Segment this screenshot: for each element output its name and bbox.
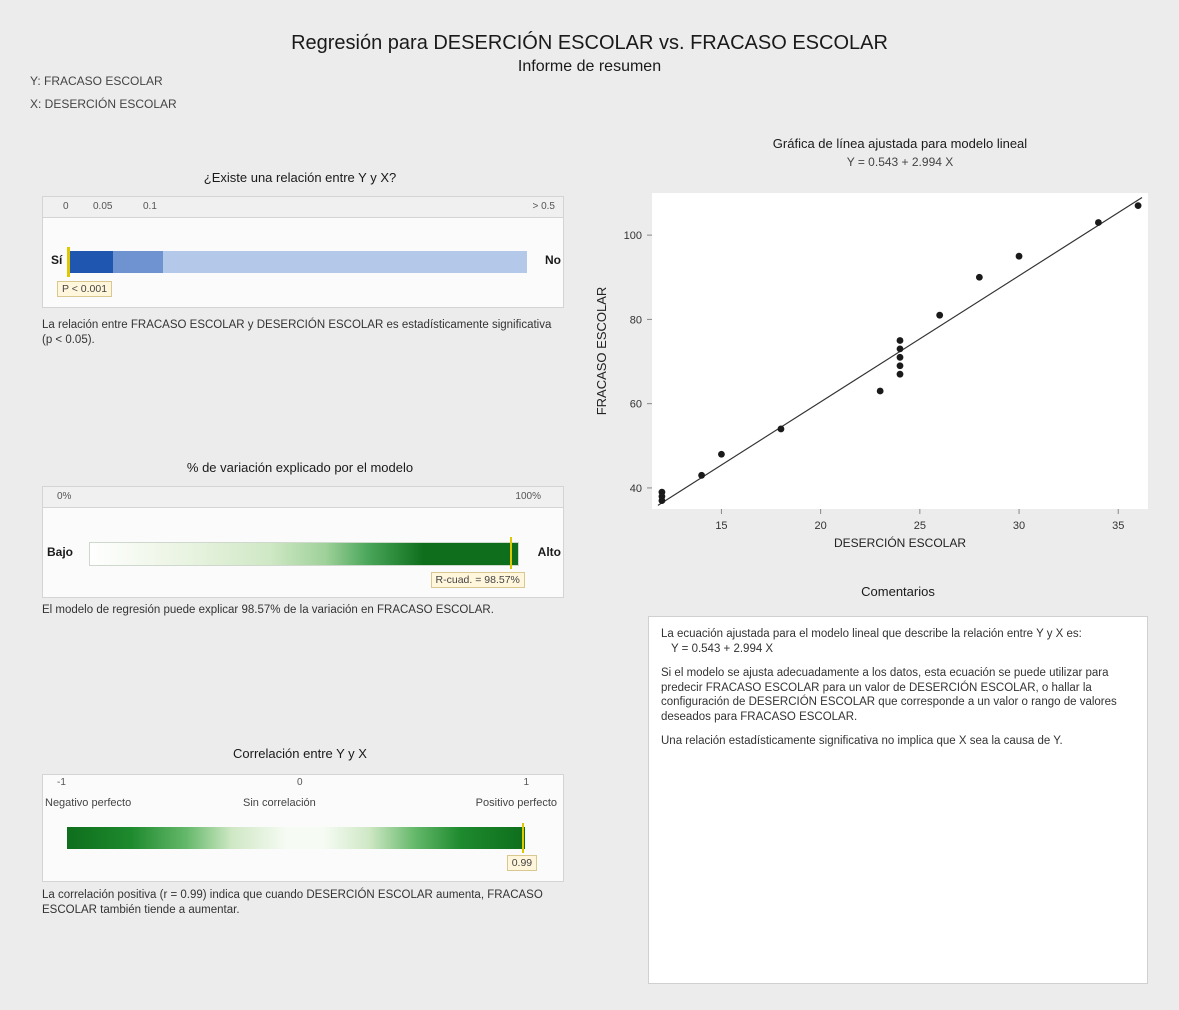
- comments-paragraph: La ecuación ajustada para el modelo line…: [661, 627, 1135, 656]
- pvalue-bar: [67, 247, 527, 277]
- rsq-marker: [509, 537, 512, 569]
- r-marker: [521, 823, 524, 853]
- comments-title: Comentarios: [861, 584, 935, 599]
- variation-description: El modelo de regresión puede explicar 98…: [42, 604, 494, 616]
- y-axis-label: FRACASO ESCOLAR: [594, 287, 609, 416]
- y-tick-label: 100: [624, 230, 642, 242]
- correlation-title: Correlación entre Y y X: [233, 746, 367, 761]
- x-tick-label: 15: [715, 520, 727, 532]
- data-point: [1095, 219, 1102, 226]
- pvalue-scale-tick: > 0.5: [532, 201, 555, 212]
- y-tick-label: 80: [630, 314, 642, 326]
- data-point: [896, 362, 904, 370]
- data-point: [1015, 252, 1023, 260]
- pvalue-scale-tick: 0.05: [93, 201, 113, 212]
- comments-causation: Una relación estadísticamente significat…: [661, 735, 1063, 747]
- corr-negative-label: Negativo perfecto: [45, 797, 132, 809]
- r-callout: 0.99: [506, 855, 538, 871]
- x-tick-label: 25: [914, 520, 926, 532]
- rsq-scale-tick: 0%: [57, 491, 72, 502]
- y-tick-label: 60: [630, 399, 642, 411]
- corr-scale-tick: 0: [297, 777, 303, 788]
- data-point: [718, 450, 725, 458]
- rsq-scale-tick: 100%: [515, 491, 541, 502]
- variation-high-label: Alto: [537, 545, 561, 559]
- variation-low-label: Bajo: [47, 545, 74, 559]
- comments-usage: Si el modelo se ajusta adecuadamente a l…: [661, 667, 1117, 723]
- comments-panel: La ecuación ajustada para el modelo line…: [648, 616, 1148, 984]
- data-point: [975, 273, 983, 281]
- data-point: [777, 425, 785, 433]
- data-point: [936, 311, 944, 319]
- x-variable-label: X: DESERCIÓN ESCOLAR: [30, 97, 177, 111]
- chart-title: Gráfica de línea ajustada para modelo li…: [772, 136, 1028, 151]
- pvalue-callout: P < 0.001: [57, 281, 113, 297]
- correlation-panel: -1 0 1 Negativo perfecto Sin correlación…: [42, 774, 564, 882]
- data-point: [876, 387, 884, 395]
- y-variable-label: Y: FRACASO ESCOLAR: [30, 74, 163, 88]
- x-tick-label: 35: [1112, 520, 1124, 532]
- chart-subtitle: Y = 0.543 + 2.994 X: [846, 155, 954, 169]
- data-point: [896, 353, 904, 361]
- correlation-bar: [67, 827, 525, 849]
- pvalue-bar-significant: [67, 251, 113, 273]
- relation-panel: 0 0.05 0.1 > 0.5 Sí No P < 0.001: [42, 196, 564, 308]
- pvalue-bar-mid: [113, 251, 163, 273]
- corr-positive-label: Positivo perfecto: [475, 797, 557, 809]
- x-tick-label: 20: [815, 520, 827, 532]
- data-point: [1134, 202, 1142, 210]
- y-tick-label: 40: [630, 483, 642, 495]
- rsq-callout: R-cuad. = 98.57%: [430, 572, 525, 588]
- pvalue-scale-tick: 0.1: [143, 201, 157, 212]
- x-axis-label: DESERCIÓN ESCOLAR: [834, 535, 966, 550]
- relation-yes-label: Sí: [51, 253, 63, 267]
- variation-title: % de variación explicado por el modelo: [186, 460, 414, 475]
- rsq-bar: [89, 542, 519, 566]
- pvalue-scale: 0 0.05 0.1 > 0.5: [43, 197, 563, 218]
- report-subtitle: Informe de resumen: [517, 58, 662, 75]
- variation-panel: 0% 100% Bajo Alto R-cuad. = 98.57%: [42, 486, 564, 598]
- x-tick-label: 30: [1013, 520, 1025, 532]
- comments-equation: Y = 0.543 + 2.994 X: [671, 642, 774, 655]
- relation-title: ¿Existe una relación entre Y y X?: [203, 170, 397, 185]
- data-point: [896, 345, 904, 353]
- comments-intro: La ecuación ajustada para el modelo line…: [661, 628, 1082, 640]
- fitted-line-chart: 15 20 25 30 35 40 60 80 100 DESERCIÓN ESCOLAR FRAC…: [594, 193, 1148, 550]
- report-title: Regresión para DESERCIÓN ESCOLAR vs. FRA…: [291, 32, 888, 54]
- rsq-scale: 0% 100%: [43, 487, 563, 508]
- corr-none-label: Sin correlación: [243, 797, 316, 809]
- correlation-description: La correlación positiva (r = 0.99) indic…: [42, 889, 543, 916]
- pvalue-marker: [67, 247, 70, 277]
- corr-scale-tick: -1: [57, 777, 66, 788]
- corr-scale-tick: 1: [523, 777, 529, 788]
- data-point: [896, 370, 904, 378]
- pvalue-scale-tick: 0: [63, 201, 69, 212]
- data-point: [698, 471, 705, 479]
- data-point: [658, 488, 666, 496]
- data-point: [896, 337, 904, 344]
- relation-no-label: No: [545, 253, 561, 267]
- relation-description: La relación entre FRACASO ESCOLAR y DESE…: [42, 319, 552, 346]
